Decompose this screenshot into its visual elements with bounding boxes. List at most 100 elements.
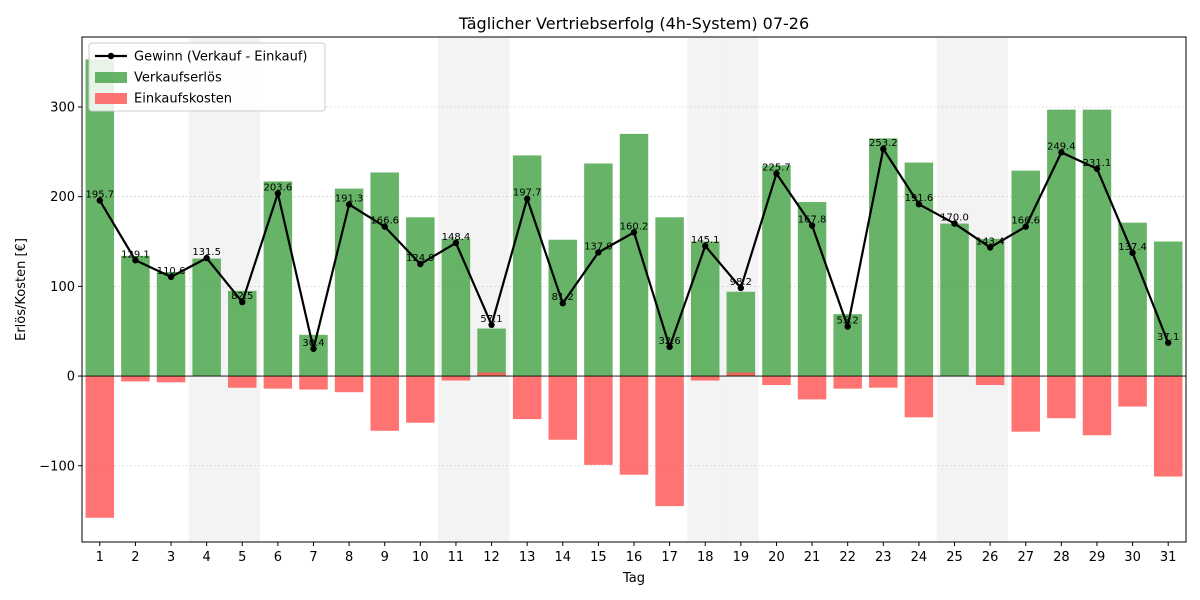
profit-point bbox=[702, 242, 709, 250]
bar bbox=[726, 372, 756, 377]
profit-point bbox=[488, 321, 495, 329]
bar bbox=[762, 165, 791, 377]
profit-point bbox=[880, 145, 887, 153]
bar bbox=[584, 163, 613, 377]
x-tick-label: 17 bbox=[661, 550, 678, 565]
legend-label: Einkaufskosten bbox=[134, 92, 232, 107]
bar bbox=[655, 376, 684, 507]
data-label: 110.6 bbox=[157, 266, 186, 277]
x-tick-label: 20 bbox=[768, 550, 785, 565]
x-tick-label: 25 bbox=[946, 550, 963, 565]
bar bbox=[477, 328, 506, 377]
bar bbox=[1118, 222, 1147, 377]
bar bbox=[406, 376, 435, 423]
x-tick-label: 14 bbox=[555, 550, 572, 565]
x-tick-label: 31 bbox=[1160, 550, 1177, 565]
profit-point bbox=[310, 345, 317, 352]
x-tick-label: 5 bbox=[238, 550, 246, 565]
x-tick-label: 7 bbox=[309, 550, 317, 565]
x-tick-label: 30 bbox=[1124, 550, 1141, 565]
profit-point bbox=[1022, 223, 1029, 230]
profit-point bbox=[274, 190, 282, 197]
data-label: 137.9 bbox=[584, 241, 613, 252]
x-tick-label: 19 bbox=[733, 550, 750, 565]
bar bbox=[797, 376, 827, 400]
legend-label: Gewinn (Verkauf - Einkauf) bbox=[134, 50, 307, 65]
data-label: 131.5 bbox=[192, 247, 221, 258]
bar bbox=[512, 155, 542, 377]
bar bbox=[762, 376, 791, 386]
data-label: 195.7 bbox=[85, 190, 114, 201]
legend-box bbox=[88, 42, 326, 112]
x-tick-label: 16 bbox=[626, 550, 643, 565]
data-label: 32.6 bbox=[658, 336, 680, 347]
profit-point bbox=[417, 260, 424, 268]
data-label: 170.0 bbox=[940, 213, 969, 224]
profit-point bbox=[737, 284, 745, 292]
profit-point bbox=[167, 273, 175, 281]
data-label: 57.1 bbox=[480, 314, 502, 325]
x-tick-label: 15 bbox=[590, 550, 607, 565]
bar bbox=[726, 291, 756, 377]
bar bbox=[1118, 376, 1147, 407]
data-label: 253.2 bbox=[869, 138, 898, 149]
profit-point bbox=[559, 300, 566, 307]
bar bbox=[548, 239, 578, 377]
profit-point bbox=[239, 298, 246, 306]
data-label: 249.4 bbox=[1047, 141, 1076, 152]
bar bbox=[85, 376, 115, 518]
y-tick-label: 0 bbox=[67, 370, 75, 385]
data-label: 55.2 bbox=[837, 316, 859, 327]
profit-point bbox=[666, 343, 673, 351]
x-tick-label: 22 bbox=[839, 550, 856, 565]
bar bbox=[192, 258, 221, 377]
bar bbox=[121, 255, 150, 377]
x-tick-label: 6 bbox=[274, 550, 282, 565]
data-label: 160.2 bbox=[620, 221, 649, 232]
profit-point bbox=[345, 201, 353, 208]
data-label: 145.1 bbox=[691, 235, 720, 246]
bar bbox=[904, 162, 934, 377]
x-tick-label: 18 bbox=[697, 550, 714, 565]
data-label: 225.7 bbox=[762, 163, 791, 174]
data-label: 124.9 bbox=[406, 253, 435, 264]
bar bbox=[940, 223, 969, 377]
x-tick-label: 3 bbox=[167, 550, 175, 565]
profit-point bbox=[1058, 149, 1065, 156]
y-tick-label: 100 bbox=[50, 280, 75, 295]
profit-point bbox=[523, 195, 531, 202]
data-label: 203.6 bbox=[264, 182, 293, 193]
profit-point bbox=[915, 200, 923, 208]
profit-point bbox=[452, 239, 460, 247]
bar bbox=[228, 376, 257, 388]
bar bbox=[975, 238, 1005, 377]
data-labels: 195.7 129.1 110.6 131.5 82.5 203.6 30.4 191.3 16… bbox=[85, 138, 1179, 349]
bar bbox=[441, 238, 471, 377]
legend-label: Verkaufserlös bbox=[134, 71, 222, 86]
bar bbox=[121, 376, 150, 382]
y-tick-label: 300 bbox=[50, 100, 75, 115]
profit-point bbox=[773, 170, 780, 177]
profit-point bbox=[986, 244, 994, 251]
x-tick-label: 29 bbox=[1089, 550, 1106, 565]
x-tick-label: 4 bbox=[203, 550, 211, 565]
bar bbox=[1047, 376, 1076, 419]
chart-title: Täglicher Vertriebserfolg (4h-System) 07… bbox=[458, 14, 809, 33]
y-tick-label: 200 bbox=[50, 190, 75, 205]
x-tick-label: 9 bbox=[381, 550, 389, 565]
profit-point bbox=[808, 222, 816, 229]
bar bbox=[655, 217, 684, 377]
x-tick-label: 13 bbox=[519, 550, 536, 565]
bar bbox=[1082, 376, 1112, 436]
profit-point bbox=[203, 254, 210, 262]
bars bbox=[82, 59, 1186, 518]
bar bbox=[1011, 170, 1040, 377]
x-tick-label: 23 bbox=[875, 550, 892, 565]
data-label: 166.6 bbox=[370, 216, 399, 227]
x-tick-label: 1 bbox=[96, 550, 104, 565]
profit-point bbox=[630, 229, 638, 236]
bar bbox=[441, 376, 471, 381]
bar bbox=[512, 376, 542, 420]
